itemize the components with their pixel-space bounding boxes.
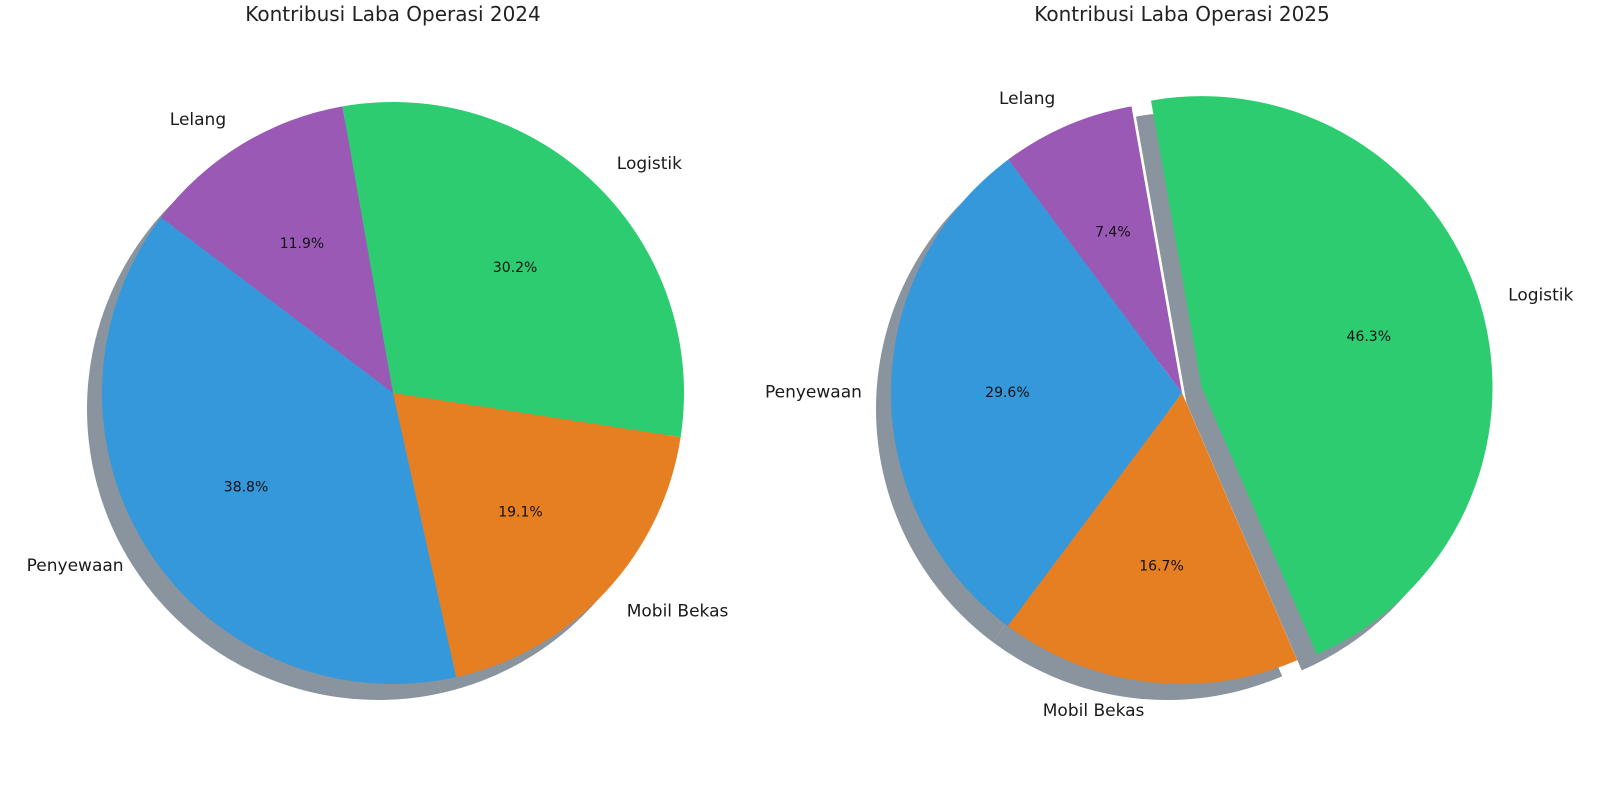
- category-label-mobil-bekas-2024: Mobil Bekas: [627, 602, 729, 622]
- wedge-logistik-2024: [342, 102, 684, 438]
- chart-title-2024: Kontribusi Laba Operasi 2024: [245, 2, 541, 26]
- pct-label-lelang-2025: 7.4%: [1095, 225, 1131, 241]
- chart-title-2025: Kontribusi Laba Operasi 2025: [1034, 2, 1330, 26]
- category-label-lelang-2025: Lelang: [999, 89, 1055, 109]
- pie-chart-2025: Kontribusi Laba Operasi 2025 46.3% Logist…: [765, 2, 1574, 721]
- pct-label-logistik-2025: 46.3%: [1347, 329, 1391, 345]
- pct-label-penyewaan-2024: 38.8%: [224, 479, 268, 495]
- wedge-mobil-bekas-2024: [393, 393, 681, 678]
- pct-label-logistik-2024: 30.2%: [493, 260, 537, 276]
- pct-label-lelang-2024: 11.9%: [280, 236, 324, 252]
- category-label-logistik-2025: Logistik: [1508, 285, 1573, 305]
- wedge-penyewaan-2025: [891, 159, 1182, 627]
- pct-label-mobil-bekas-2024: 19.1%: [498, 504, 542, 520]
- pie-chart-2024: Kontribusi Laba Operasi 2024 30.2% Logist…: [27, 2, 729, 701]
- wedge-logistik-2025: [1150, 96, 1493, 655]
- wedge-mobil-bekas-2025: [1007, 393, 1298, 684]
- category-label-mobil-bekas-2025: Mobil Bekas: [1043, 701, 1145, 721]
- wedge-penyewaan-2024: [101, 217, 457, 685]
- category-label-lelang-2024: Lelang: [170, 110, 226, 130]
- category-label-logistik-2024: Logistik: [617, 154, 682, 174]
- wedge-lelang-2024: [161, 106, 393, 393]
- wedge-lelang-2025: [1008, 106, 1182, 393]
- pct-label-mobil-bekas-2025: 16.7%: [1139, 558, 1183, 574]
- category-label-penyewaan-2025: Penyewaan: [765, 383, 862, 403]
- pct-label-penyewaan-2025: 29.6%: [985, 385, 1029, 401]
- category-label-penyewaan-2024: Penyewaan: [27, 556, 124, 576]
